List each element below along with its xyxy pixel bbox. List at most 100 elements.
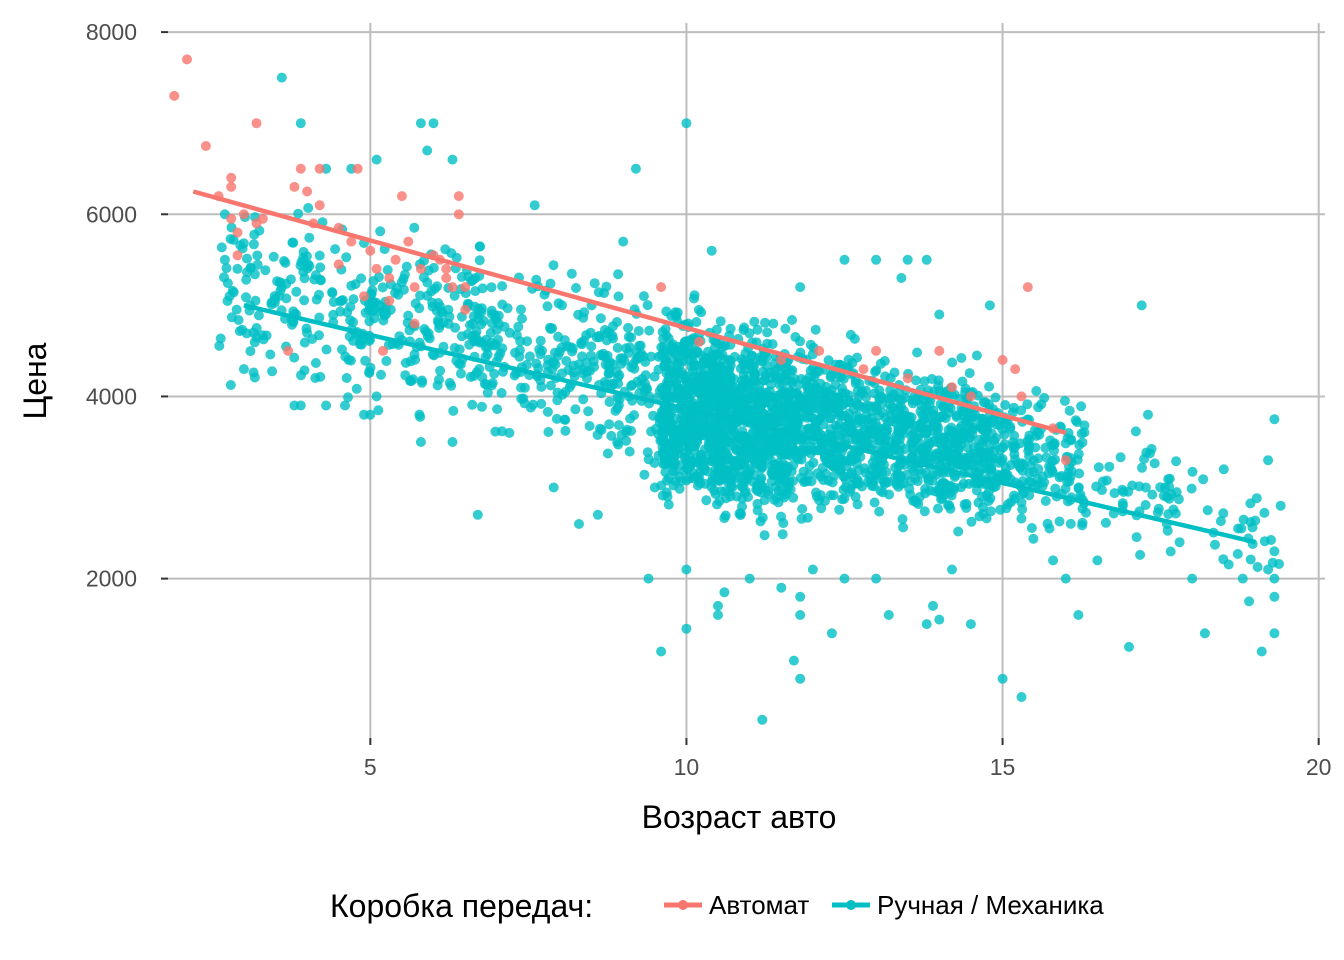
data-point-manual — [683, 437, 694, 448]
data-point-manual — [1079, 427, 1090, 438]
data-point-automatic — [947, 382, 957, 393]
data-point-manual — [1186, 483, 1197, 494]
data-point-automatic — [814, 345, 825, 356]
data-point-manual — [921, 254, 932, 265]
data-point-manual — [1269, 591, 1280, 602]
data-point-manual — [489, 368, 500, 379]
data-point-manual — [805, 339, 816, 350]
data-point-manual — [642, 300, 653, 311]
data-point-manual — [343, 392, 353, 403]
data-point-manual — [656, 646, 667, 657]
data-point-manual — [476, 303, 487, 314]
data-point-manual — [795, 347, 806, 358]
data-point-manual — [734, 508, 745, 519]
data-point-manual — [672, 357, 683, 368]
data-point-manual — [730, 387, 741, 398]
data-point-manual — [773, 400, 784, 411]
x-tick-label-10: 10 — [674, 754, 700, 780]
data-point-manual — [265, 349, 276, 360]
data-point-manual — [684, 421, 695, 432]
data-point-manual — [756, 472, 767, 483]
data-point-manual — [285, 274, 296, 285]
data-point-manual — [947, 564, 957, 575]
data-points — [169, 54, 1286, 725]
data-point-manual — [613, 439, 624, 450]
data-point-manual — [303, 203, 314, 213]
data-point-manual — [664, 391, 675, 402]
data-point-automatic — [656, 282, 667, 293]
data-point-manual — [929, 451, 940, 462]
data-point-manual — [437, 307, 448, 318]
data-point-manual — [723, 425, 734, 436]
data-point-manual — [695, 371, 706, 382]
data-point-manual — [513, 321, 524, 332]
data-point-manual — [570, 404, 581, 415]
data-point-manual — [768, 318, 779, 329]
data-point-manual — [722, 465, 733, 476]
data-point-manual — [1127, 480, 1138, 491]
data-point-manual — [260, 265, 271, 276]
data-point-manual — [1210, 539, 1220, 550]
data-point-manual — [1005, 423, 1016, 434]
data-point-manual — [911, 497, 922, 508]
data-point-manual — [1202, 505, 1213, 516]
data-point-manual — [733, 410, 743, 421]
data-point-manual — [1022, 399, 1033, 410]
data-point-manual — [766, 435, 777, 446]
data-point-manual — [1269, 546, 1280, 557]
data-point-manual — [657, 408, 668, 418]
data-point-manual — [879, 459, 889, 470]
data-point-manual — [739, 403, 750, 414]
data-point-manual — [492, 404, 503, 415]
data-point-manual — [214, 340, 225, 351]
data-point-manual — [656, 382, 667, 393]
data-point-manual — [639, 469, 650, 480]
data-point-manual — [341, 373, 352, 383]
data-point-manual — [853, 465, 864, 476]
data-point-manual — [295, 400, 306, 411]
data-point-manual — [872, 405, 883, 416]
data-point-manual — [811, 487, 821, 498]
data-point-manual — [852, 418, 863, 428]
data-point-manual — [795, 673, 806, 684]
data-point-manual — [852, 499, 863, 510]
data-point-manual — [242, 253, 252, 264]
data-point-manual — [968, 422, 978, 433]
data-point-manual — [559, 414, 570, 425]
data-point-manual — [632, 376, 643, 387]
data-point-manual — [341, 252, 352, 263]
data-point-manual — [1165, 546, 1176, 557]
data-point-manual — [763, 485, 774, 496]
data-point-manual — [586, 341, 597, 352]
data-point-manual — [815, 413, 826, 424]
data-point-automatic — [371, 263, 382, 274]
data-point-manual — [713, 610, 723, 620]
data-point-manual — [674, 429, 685, 440]
data-point-manual — [422, 277, 433, 288]
data-point-manual — [1016, 692, 1027, 702]
data-point-manual — [215, 333, 226, 344]
data-point-automatic — [226, 172, 237, 183]
data-point-manual — [1115, 452, 1126, 463]
data-point-manual — [1199, 628, 1210, 639]
data-point-manual — [269, 291, 280, 302]
data-point-manual — [938, 402, 949, 413]
data-point-manual — [724, 453, 735, 464]
data-point-manual — [330, 244, 341, 255]
data-point-manual — [912, 476, 923, 487]
data-point-automatic — [871, 345, 882, 356]
data-point-manual — [940, 413, 951, 424]
data-point-manual — [301, 323, 312, 334]
data-point-manual — [287, 319, 297, 330]
data-point-manual — [535, 375, 546, 386]
data-point-manual — [390, 287, 401, 298]
data-point-manual — [288, 306, 299, 317]
data-point-manual — [589, 278, 600, 289]
data-point-manual — [862, 437, 873, 448]
data-point-manual — [596, 424, 607, 435]
data-point-manual — [893, 460, 904, 470]
data-point-manual — [834, 372, 845, 383]
data-point-manual — [953, 526, 964, 537]
data-point-manual — [410, 354, 421, 365]
data-point-manual — [1251, 493, 1262, 504]
